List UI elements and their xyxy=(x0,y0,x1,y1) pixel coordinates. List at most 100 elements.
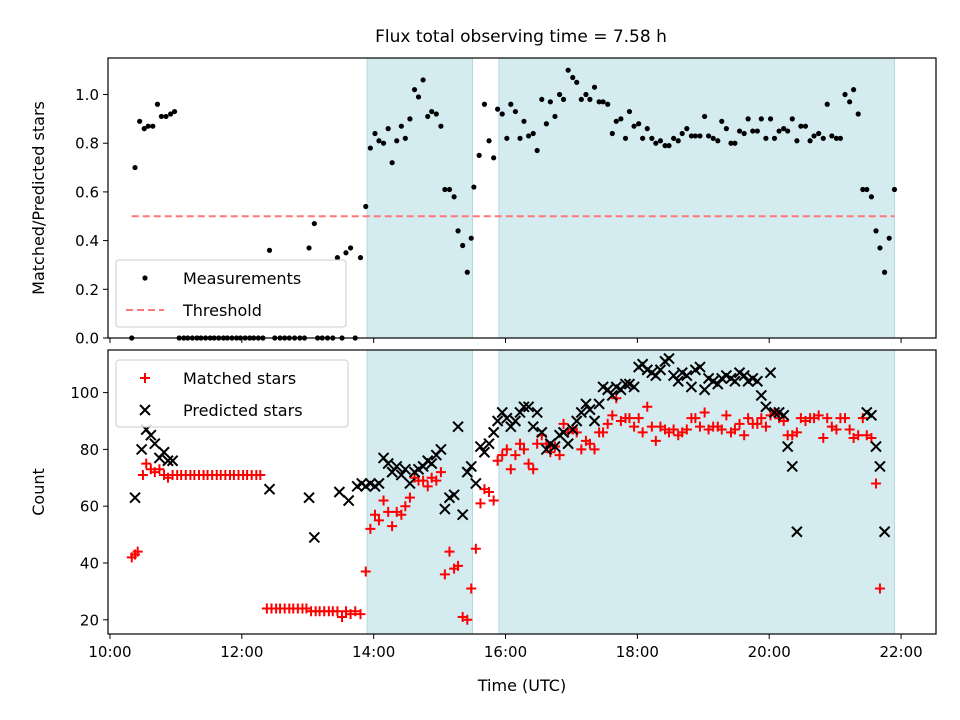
data-point xyxy=(637,427,648,438)
data-point xyxy=(149,438,161,450)
data-point xyxy=(530,130,536,137)
data-point xyxy=(532,438,543,449)
data-point xyxy=(132,164,138,171)
data-point xyxy=(435,443,447,456)
data-point xyxy=(522,401,535,413)
data-point xyxy=(306,245,312,251)
data-point xyxy=(575,406,588,419)
data-point xyxy=(404,492,415,503)
data-point xyxy=(565,67,571,73)
data-point xyxy=(791,526,803,538)
data-point xyxy=(369,509,380,520)
data-point xyxy=(438,123,444,129)
data-point xyxy=(342,494,355,507)
data-point xyxy=(425,113,431,120)
data-point xyxy=(600,99,606,105)
data-point xyxy=(764,367,777,379)
data-point xyxy=(380,140,387,146)
data-point xyxy=(833,135,840,141)
data-point xyxy=(425,457,438,470)
y-tick-label: 0.4 xyxy=(75,232,99,250)
data-point xyxy=(402,135,408,141)
legend-marker xyxy=(142,275,148,281)
data-point xyxy=(355,609,366,620)
data-point xyxy=(491,415,504,427)
data-point xyxy=(619,378,632,390)
data-point xyxy=(528,464,539,475)
data-point xyxy=(878,526,891,538)
data-point xyxy=(781,126,787,132)
data-point xyxy=(154,464,165,475)
data-point xyxy=(685,381,698,393)
y-tick-label: 0.0 xyxy=(75,330,99,348)
data-point xyxy=(521,118,527,124)
data-point xyxy=(486,138,492,144)
data-point xyxy=(411,87,418,93)
data-point xyxy=(451,194,457,200)
data-point xyxy=(162,455,174,467)
data-point xyxy=(786,460,798,473)
data-point xyxy=(504,135,510,141)
data-point xyxy=(509,415,522,427)
data-point xyxy=(697,133,703,139)
data-point xyxy=(396,509,407,520)
data-point xyxy=(515,438,526,449)
data-point xyxy=(163,113,169,120)
data-point xyxy=(860,186,866,193)
data-point xyxy=(736,128,743,134)
data-point xyxy=(373,515,384,526)
data-point xyxy=(606,389,619,402)
data-point xyxy=(743,413,754,424)
data-point xyxy=(495,106,501,112)
data-point xyxy=(422,481,433,492)
data-point xyxy=(699,407,710,418)
data-point xyxy=(668,424,679,435)
data-point xyxy=(372,130,378,137)
data-point xyxy=(514,406,526,419)
data-point xyxy=(518,401,530,413)
data-point xyxy=(785,128,791,134)
data-point xyxy=(618,116,624,122)
y-tick-label: 60 xyxy=(80,498,99,516)
y-axis-label: Count xyxy=(29,468,48,516)
data-point xyxy=(650,435,661,446)
data-point xyxy=(255,469,266,480)
data-point xyxy=(474,440,487,453)
data-point xyxy=(558,418,569,429)
data-point xyxy=(383,506,394,517)
data-point xyxy=(738,369,750,382)
data-point xyxy=(435,467,446,478)
data-point xyxy=(347,245,354,251)
data-point xyxy=(141,126,147,132)
data-point xyxy=(481,101,488,107)
data-point xyxy=(549,440,561,453)
legend-box xyxy=(115,359,349,428)
data-point xyxy=(571,415,583,427)
data-point xyxy=(387,521,398,532)
data-point xyxy=(461,466,473,478)
data-point xyxy=(613,118,619,124)
data-point xyxy=(818,433,829,444)
data-point xyxy=(874,460,886,473)
x-tick-label: 10:00 xyxy=(88,643,131,661)
data-point xyxy=(527,420,539,433)
data-point xyxy=(517,135,523,141)
data-point xyxy=(552,113,558,120)
data-point xyxy=(418,475,429,486)
data-point xyxy=(433,111,439,117)
legend-marker xyxy=(140,373,150,383)
data-point xyxy=(807,138,813,144)
x-tick-label: 20:00 xyxy=(748,643,791,661)
data-point xyxy=(389,160,395,166)
data-point xyxy=(816,130,822,137)
data-point xyxy=(166,455,179,467)
data-point xyxy=(263,483,276,495)
data-point xyxy=(868,194,874,200)
data-point xyxy=(367,145,373,151)
legend-box xyxy=(115,259,347,328)
data-point xyxy=(607,410,618,421)
data-point xyxy=(768,406,781,419)
data-point xyxy=(415,94,422,100)
data-point xyxy=(444,546,455,557)
data-point xyxy=(694,421,705,432)
